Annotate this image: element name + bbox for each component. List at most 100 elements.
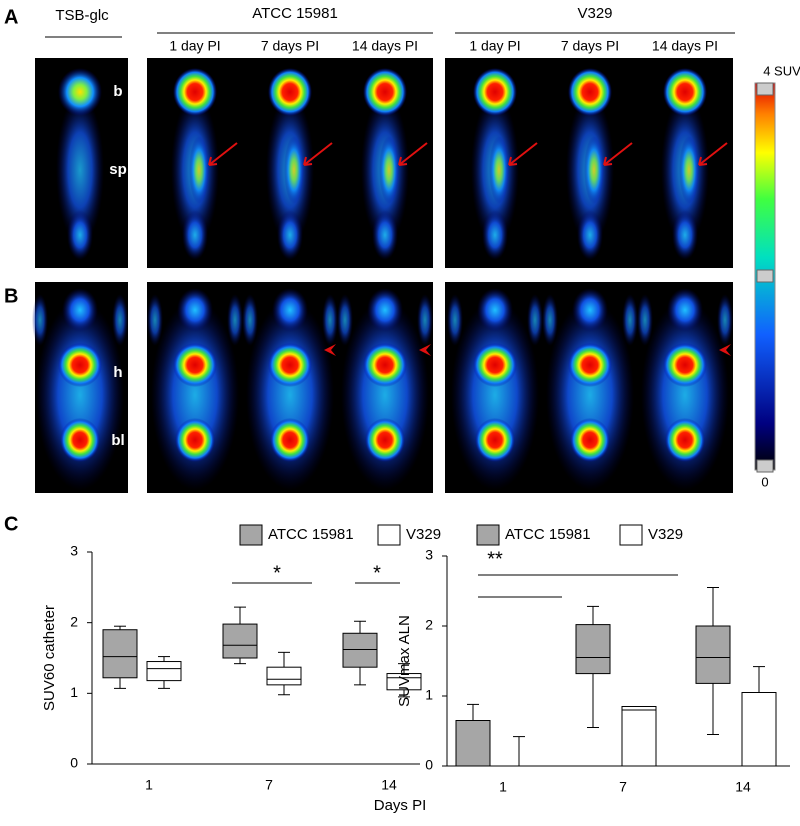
arrowhead [324, 344, 336, 356]
arrow [303, 142, 333, 166]
legend-swatch [377, 524, 401, 546]
y-tick-label: 0 [70, 755, 78, 771]
uptake [272, 288, 308, 332]
uptake [32, 294, 48, 346]
uptake [112, 294, 128, 346]
x-tick-label: 7 [619, 779, 627, 795]
uptake [451, 300, 539, 490]
uptake [277, 210, 303, 260]
uptake [363, 343, 407, 387]
uptake [473, 343, 517, 387]
uptake [665, 418, 705, 462]
box [741, 692, 777, 767]
uptake [268, 343, 312, 387]
box [342, 632, 378, 668]
column-header: V329 [577, 5, 612, 22]
uptake [577, 210, 603, 260]
significance: * [373, 562, 381, 584]
uptake [717, 294, 733, 346]
uptake [177, 288, 213, 332]
uptake [379, 136, 399, 204]
uptake [367, 288, 403, 332]
uptake [417, 294, 433, 346]
x-tick-label: 14 [735, 779, 751, 795]
legend-label: ATCC 15981 [505, 526, 591, 543]
uptake [568, 343, 612, 387]
uptake [189, 136, 209, 204]
pet-images: b sp h bl 1 day PI 7 days PI 14 days PI 1 day P… [32, 38, 776, 493]
uptake [268, 68, 312, 116]
uptake [475, 418, 515, 462]
uptake [173, 68, 217, 116]
box [146, 661, 182, 682]
uptake [672, 210, 698, 260]
uptake [227, 294, 243, 346]
panel-label: C [4, 513, 18, 535]
uptake [527, 294, 543, 346]
uptake [542, 294, 558, 346]
uptake [372, 210, 398, 260]
y-tick-label: 2 [70, 613, 78, 629]
box [621, 706, 657, 767]
column-header: ATCC 15981 [252, 5, 338, 22]
uptake [175, 418, 215, 462]
timepoint-label: 1 day PI [469, 38, 520, 54]
uptake [447, 294, 463, 346]
uptake [473, 68, 517, 116]
x-tick-label: 14 [381, 777, 397, 793]
significance: * [273, 562, 281, 584]
uptake [622, 294, 638, 346]
x-axis-title: Days PI [374, 797, 427, 814]
y-tick-label: 3 [425, 547, 433, 563]
arrowhead [419, 344, 431, 356]
uptake [58, 68, 102, 116]
uptake [363, 68, 407, 116]
uptake [62, 288, 98, 332]
box [102, 629, 138, 679]
uptake [570, 418, 610, 462]
uptake [637, 294, 653, 346]
timepoint-label: 7 days PI [561, 38, 619, 54]
legend-swatch [619, 524, 643, 546]
colorbar-handle [756, 82, 774, 96]
uptake [173, 343, 217, 387]
uptake [546, 300, 634, 490]
colorbar-handle [756, 269, 774, 283]
uptake [477, 288, 513, 332]
arrowhead [719, 344, 731, 356]
uptake [60, 418, 100, 462]
organ-label: h [113, 364, 122, 381]
arrow [398, 142, 428, 166]
arrow [208, 142, 238, 166]
column-header: TSB-glc [55, 7, 109, 24]
uptake [568, 68, 612, 116]
timepoint-label: 14 days PI [652, 38, 718, 54]
uptake [36, 300, 124, 490]
uptake [679, 136, 699, 204]
uptake [572, 288, 608, 332]
uptake [322, 294, 338, 346]
uptake [667, 288, 703, 332]
uptake [270, 418, 310, 462]
uptake [663, 68, 707, 116]
uptake [242, 294, 258, 346]
uptake [663, 343, 707, 387]
legend-swatch [476, 524, 500, 546]
uptake [482, 210, 508, 260]
legend-swatch [239, 524, 263, 546]
panel-label: B [4, 285, 18, 307]
y-tick-label: 1 [425, 687, 433, 703]
organ-label: sp [109, 161, 127, 178]
x-tick-label: 1 [499, 779, 507, 795]
x-tick-label: 7 [265, 777, 273, 793]
y-tick-label: 3 [70, 543, 78, 559]
organ-label: b [113, 83, 122, 100]
arrow [698, 142, 728, 166]
timepoint-label: 1 day PI [169, 38, 220, 54]
colorbar-min: 0 [761, 474, 768, 489]
y-tick-label: 2 [425, 617, 433, 633]
arrow [603, 142, 633, 166]
box [266, 666, 302, 686]
timepoint-label: 7 days PI [261, 38, 319, 54]
